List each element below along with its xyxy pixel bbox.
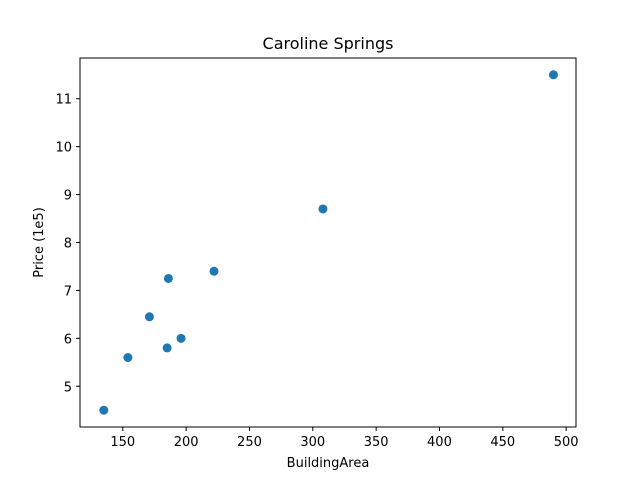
data-points (99, 70, 558, 415)
data-point (318, 204, 328, 214)
data-point (209, 266, 219, 276)
y-axis: 5 6 7 8 9 10 11 (55, 93, 80, 395)
x-tick-label: 150 (110, 435, 135, 450)
x-axis-label: BuildingArea (287, 456, 370, 471)
data-point (144, 312, 154, 322)
x-tick-label: 350 (364, 435, 389, 450)
y-tick-label: 8 (64, 237, 72, 252)
data-point (99, 405, 109, 415)
data-point (176, 333, 186, 343)
x-tick-label: 200 (174, 435, 199, 450)
data-point (123, 353, 133, 363)
x-tick-label: 300 (300, 435, 325, 450)
chart-title: Caroline Springs (263, 34, 394, 53)
x-tick-label: 500 (554, 435, 579, 450)
y-axis-label: Price (1e5) (32, 207, 47, 278)
y-tick-label: 7 (64, 284, 72, 299)
data-point (163, 273, 173, 283)
x-tick-label: 250 (237, 435, 262, 450)
x-tick-label: 450 (490, 435, 515, 450)
plot-area-frame (79, 57, 577, 428)
y-tick-label: 9 (64, 189, 72, 204)
y-tick-label: 5 (64, 380, 72, 395)
y-tick-label: 10 (55, 141, 72, 156)
x-axis: 150 200 250 300 350 400 450 500 (110, 427, 579, 450)
data-point (548, 70, 558, 80)
data-point (162, 343, 172, 353)
x-tick-label: 400 (427, 435, 452, 450)
y-tick-label: 6 (64, 332, 72, 347)
y-tick-label: 11 (55, 93, 72, 108)
